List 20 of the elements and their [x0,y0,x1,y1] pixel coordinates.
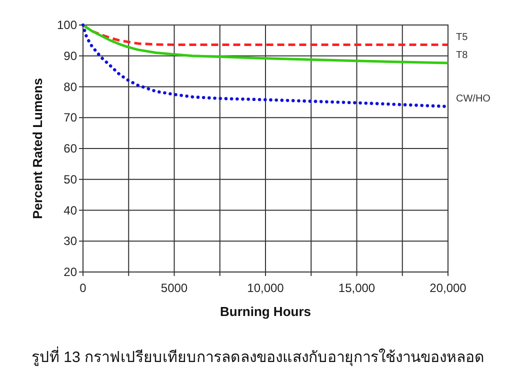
y-tick-label: 100 [56,18,78,32]
x-axis-title: Burning Hours [220,304,311,319]
y-tick-label: 70 [64,110,78,125]
series-label: T5 [456,32,468,43]
y-tick-label: 90 [64,48,78,63]
y-tick-label: 20 [64,265,78,279]
x-tick-label: 5000 [160,281,188,295]
series-label: T8 [456,50,468,61]
y-tick-label: 50 [64,172,78,186]
x-tick-label: 10,000 [247,281,284,295]
x-tick-label: 20,000 [430,281,467,295]
y-tick-label: 40 [64,203,78,218]
y-tick-label: 80 [64,80,78,94]
y-tick-label: 30 [64,234,78,248]
x-tick-label: 15,000 [338,281,376,295]
x-tick-label: 0 [80,281,87,295]
y-axis-title: Percent Rated Lumens [30,78,45,219]
y-tick-label: 60 [64,142,78,156]
text: รูปที่ 13 กราฟเปรียบเทียบการลดลงของแสงกับอายุการใช้งานของหลอด [31,346,485,367]
series-label: CW/HO [456,94,491,105]
